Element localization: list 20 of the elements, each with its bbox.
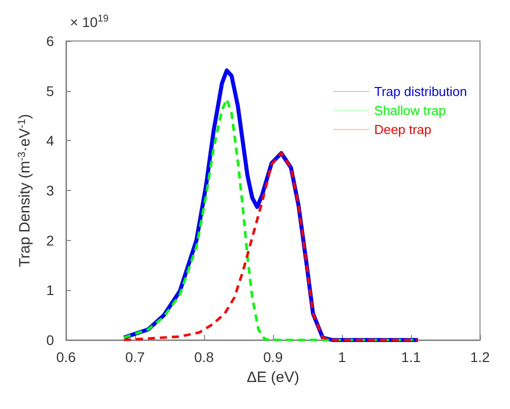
legend-label: Deep trap <box>374 122 432 137</box>
x-tick-label: 1.1 <box>401 349 421 365</box>
y-axis-title: Trap Density (m-3·eV-1) <box>16 114 34 268</box>
x-tick-label: 0.7 <box>125 349 145 365</box>
y-tick-label: 4 <box>46 132 54 149</box>
x-axis-title: ΔE (eV) <box>246 369 300 386</box>
y-tick-label: 5 <box>46 82 54 99</box>
y-tick-label: 6 <box>46 33 54 49</box>
y-tick-label: 1 <box>46 282 54 298</box>
y-tick-label: 0 <box>46 332 54 348</box>
x-tick-label: 1.2 <box>470 349 490 365</box>
legend-label: Shallow trap <box>374 103 446 118</box>
y-tick-label: 3 <box>46 182 54 198</box>
line-series <box>122 152 420 342</box>
x-tick-label: 0.9 <box>263 349 283 365</box>
y-tick-label: 2 <box>46 232 54 248</box>
x-tick-label: 0.6 <box>56 349 76 365</box>
x-tick-label: 1 <box>338 349 346 365</box>
x-tick-label: 0.8 <box>194 349 214 365</box>
legend-label: Trap distribution <box>374 84 468 99</box>
